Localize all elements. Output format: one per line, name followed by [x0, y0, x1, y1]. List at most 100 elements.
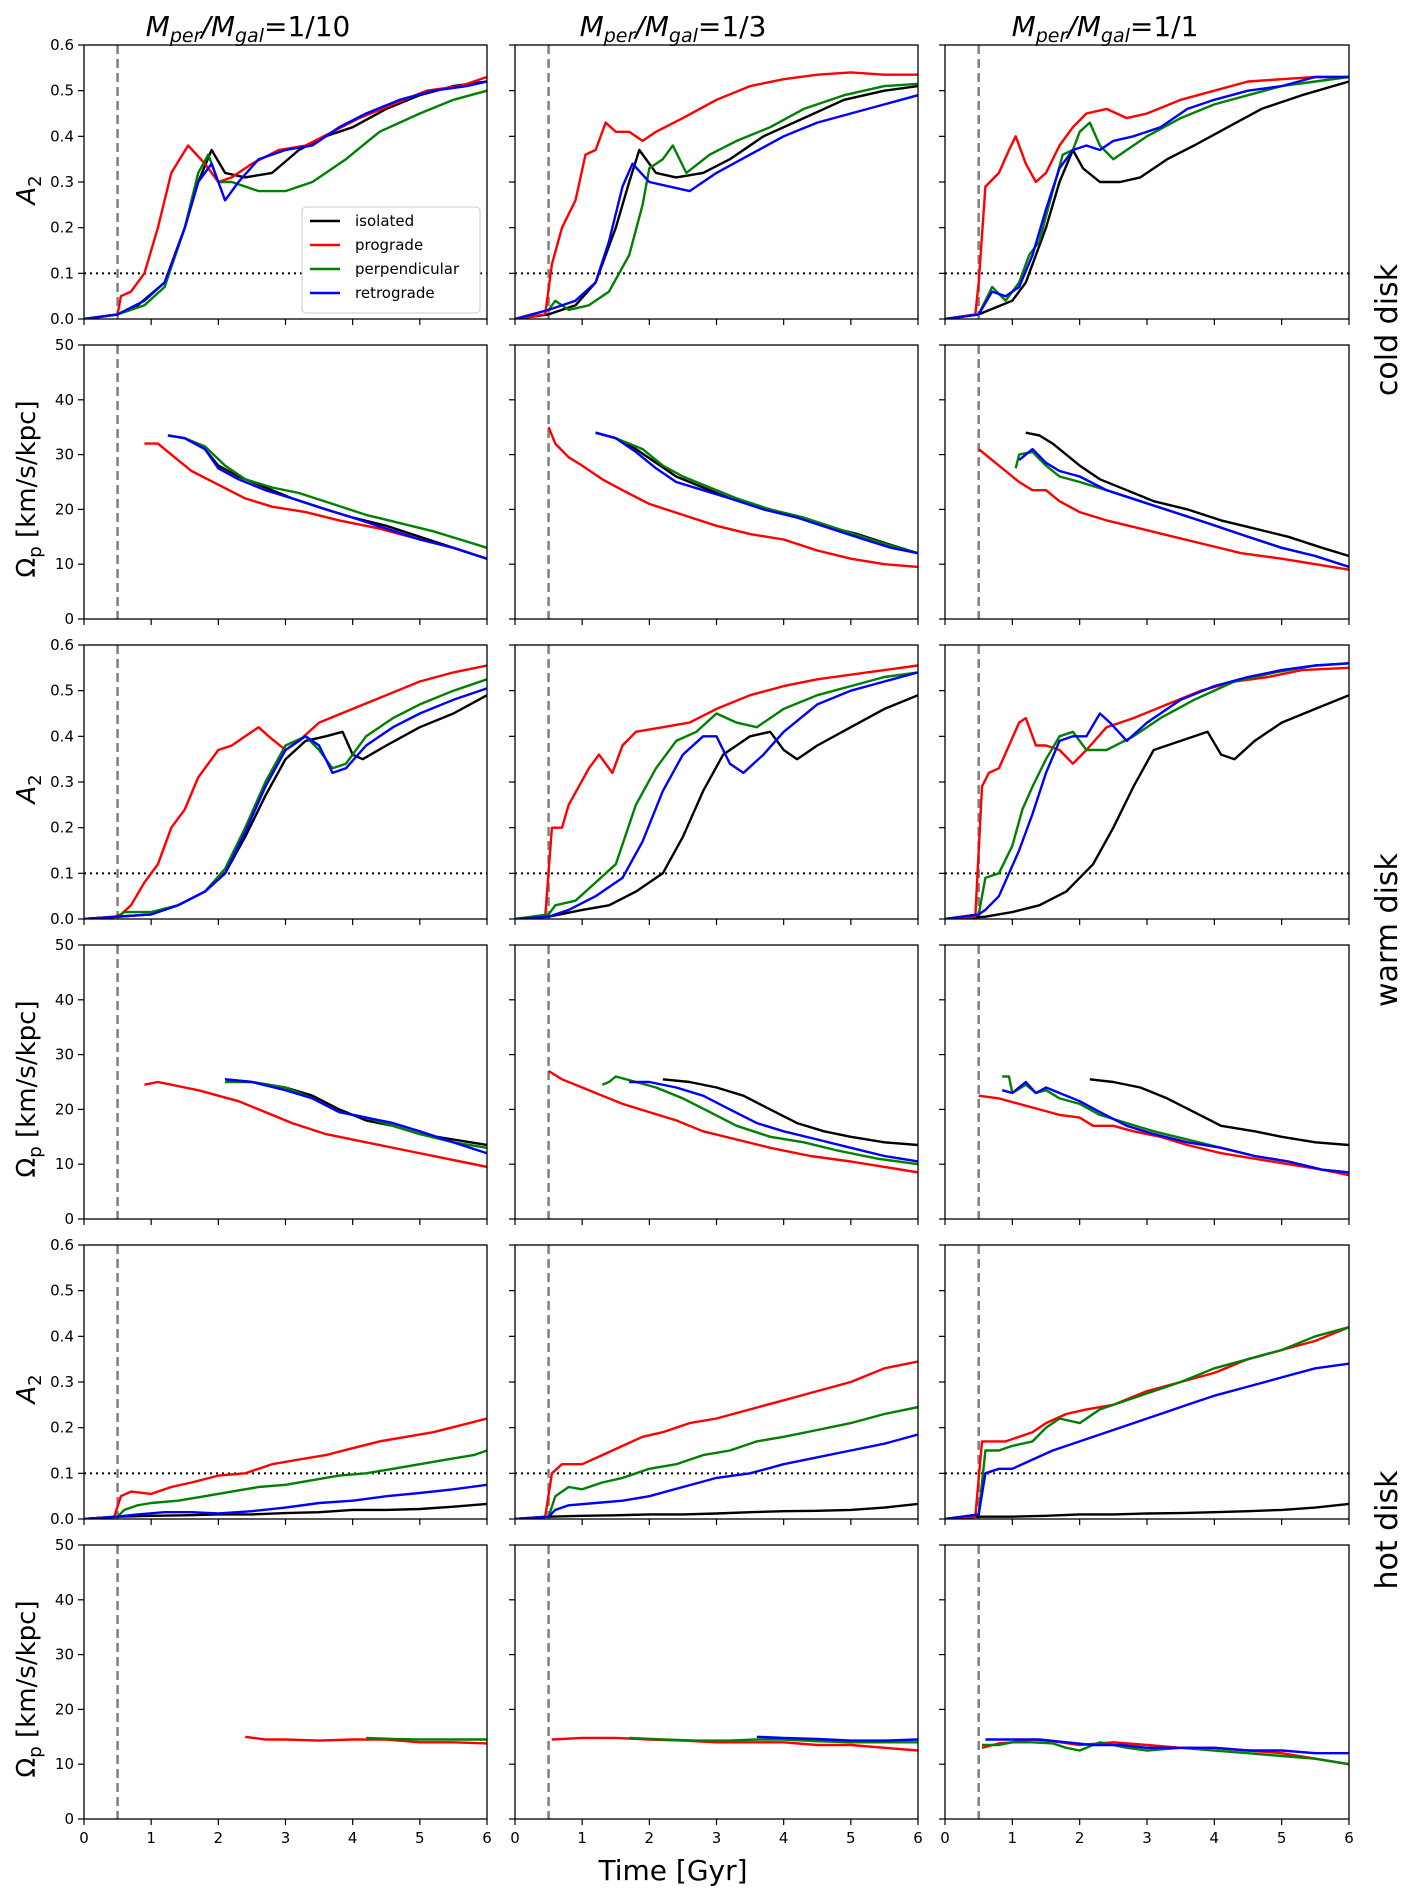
x-axis-label: Time [Gyr]: [597, 1854, 747, 1887]
y-tick-label: 0.5: [50, 82, 74, 100]
y-tick-label: 50: [55, 936, 74, 954]
series-line-prograde: [515, 664, 918, 919]
x-tick-label: 2: [645, 1829, 655, 1847]
panel-frame: [514, 644, 919, 920]
series-line-isolated: [84, 694, 487, 919]
series-line-retrograde: [84, 1483, 487, 1519]
y-tick-label: 0.4: [50, 727, 74, 745]
panel-hot-omega-col2: 0 1 2 3 4 5 6: [509, 1544, 923, 1847]
series-line-perpendicular: [84, 678, 487, 919]
series-line-perpendicular: [84, 1449, 487, 1519]
x-tick-label: 0: [79, 1829, 89, 1847]
series-line-retrograde: [1001, 1080, 1349, 1174]
y-tick-label: 0.2: [50, 819, 74, 837]
series-line-isolated: [945, 80, 1349, 319]
y-tick-label: 0.0: [50, 1510, 74, 1528]
series-line-retrograde: [224, 1078, 487, 1155]
series-line-perpendicular: [601, 1075, 918, 1166]
panel-frame: [514, 344, 919, 620]
legend-frame: [301, 206, 481, 314]
series-line-retrograde: [945, 1362, 1349, 1519]
x-tick-label: 3: [281, 1829, 291, 1847]
x-tick-label: 4: [1210, 1829, 1220, 1847]
series-line-prograde: [978, 1094, 1349, 1177]
panel-hot-a2-col2: [509, 1244, 919, 1525]
panel-cold-omega-col3: [939, 344, 1350, 625]
series-line-perpendicular: [515, 82, 918, 319]
x-tick-label: 2: [1075, 1829, 1085, 1847]
panel-cold-a2-col1: 0.0 0.1 0.2 0.3 0.4 0.5 0.6: [50, 36, 488, 328]
panel-frame: [83, 344, 488, 620]
column-title-1: Mper/Mgal=1/10: [146, 10, 351, 47]
series-line-perpendicular: [629, 1736, 918, 1744]
series-line-prograde: [84, 664, 487, 919]
series-line-prograde: [515, 1360, 918, 1519]
series-line-isolated: [945, 694, 1349, 919]
panel-grid: 0.00.10.20.30.40.50.6010203040500.00.10.…: [50, 36, 1354, 1847]
panel-hot-a2-col3: [939, 1244, 1350, 1525]
series-line-retrograde: [756, 1735, 918, 1742]
series-line-isolated: [167, 434, 487, 560]
y-axis-label-omega-row3: Ωp [km/s/kpc]: [12, 1600, 46, 1777]
y-tick-label: 0.5: [50, 1282, 74, 1300]
panel-frame: [83, 944, 488, 1220]
y-tick-label: 0.2: [50, 219, 74, 237]
series-line-prograde: [84, 1417, 487, 1519]
series-line-prograde: [945, 75, 1349, 319]
panel-warm-a2-col2: [509, 644, 919, 925]
series-line-retrograde: [84, 80, 487, 319]
legend: isolated prograde perpendicular retrogra…: [301, 206, 481, 314]
y-tick-label: 0.1: [50, 864, 74, 882]
y-tick-label: 0.4: [50, 127, 74, 145]
series-line-retrograde: [629, 1080, 918, 1163]
panel-cold-omega-col1: 0 10 20 30 40 50: [55, 336, 488, 628]
series-line-retrograde: [595, 431, 918, 555]
y-axis-label-a2-row1: A2: [12, 175, 46, 206]
x-tick-label: 6: [482, 1829, 492, 1847]
series-line-perpendicular: [366, 1736, 487, 1741]
y-tick-label: 30: [55, 446, 74, 464]
series-line-retrograde: [515, 1433, 918, 1519]
series-line-retrograde: [985, 1738, 1349, 1755]
panel-frame: [944, 344, 1350, 620]
y-tick-label: 0.6: [50, 36, 74, 54]
x-tick-label: 5: [1277, 1829, 1287, 1847]
x-tick-label: 1: [577, 1829, 587, 1847]
x-tick-label: 1: [146, 1829, 156, 1847]
series-line-prograde: [84, 75, 487, 319]
panel-frame: [944, 1544, 1350, 1820]
series-line-prograde: [551, 1736, 918, 1752]
y-tick-label: 0: [64, 1810, 74, 1828]
series-line-isolated: [662, 1078, 918, 1147]
panel-cold-a2-col3: [939, 44, 1350, 325]
y-axis-label-omega-row1: Ωp [km/s/kpc]: [12, 400, 46, 577]
panel-warm-a2-col3: [939, 644, 1350, 925]
legend-label-isolated: isolated: [355, 212, 414, 230]
column-title-2: Mper/Mgal=1/3: [580, 10, 767, 47]
legend-label-perpendicular: perpendicular: [355, 260, 460, 278]
y-tick-label: 10: [55, 1155, 74, 1173]
y-tick-label: 20: [55, 1100, 74, 1118]
series-line-perpendicular: [167, 434, 487, 549]
x-tick-label: 4: [348, 1829, 358, 1847]
panel-cold-omega-col2: [509, 344, 919, 625]
y-axis-label-a2-row3: A2: [12, 1374, 46, 1405]
y-tick-label: 40: [55, 991, 74, 1009]
y-tick-label: 0.0: [50, 310, 74, 328]
x-tick-label: 2: [214, 1829, 224, 1847]
panel-frame: [514, 944, 919, 1220]
series-line-isolated: [515, 694, 918, 919]
panel-frame: [83, 1544, 488, 1820]
y-tick-label: 0.6: [50, 636, 74, 654]
x-tick-label: 5: [415, 1829, 425, 1847]
panel-frame: [944, 944, 1350, 1220]
panel-hot-omega-col1: 0 1 2 3 4 5 6 0 10 20 30 40 50: [55, 1536, 492, 1847]
y-tick-label: 0: [64, 610, 74, 628]
y-tick-label: 0.2: [50, 1419, 74, 1437]
row-label-cold: cold disk: [1370, 263, 1405, 396]
series-line-prograde: [245, 1735, 487, 1745]
y-axis-label-a2-row2: A2: [12, 774, 46, 805]
panel-frame: [83, 1244, 488, 1520]
series-line-retrograde: [1018, 447, 1349, 569]
